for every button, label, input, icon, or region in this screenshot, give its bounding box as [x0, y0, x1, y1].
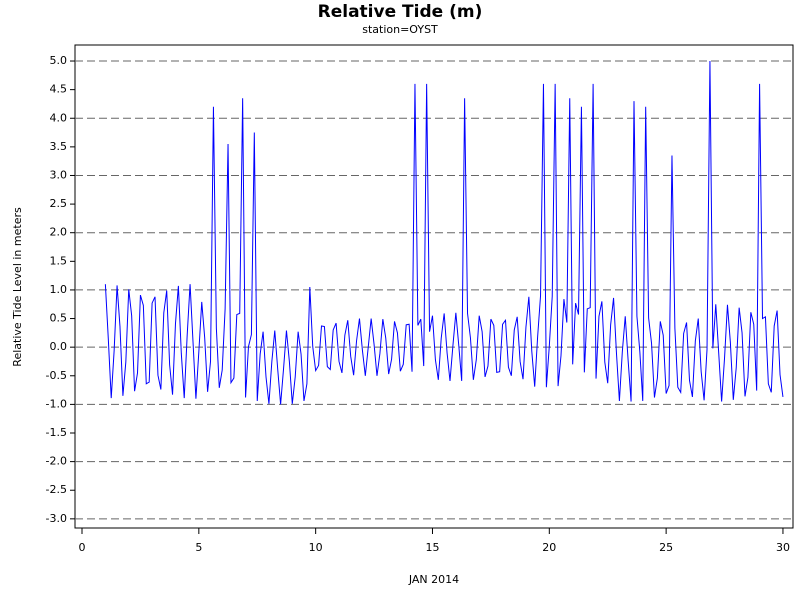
x-axis-label: JAN 2014 [408, 573, 459, 586]
plot-frame [74, 44, 794, 529]
x-tick-label: 20 [542, 541, 556, 554]
chart-subtitle: station=OYST [362, 23, 438, 36]
x-tick-label: 5 [195, 541, 202, 554]
y-tick-label: 3.0 [50, 168, 68, 181]
y-tick-label: -1.0 [46, 397, 67, 410]
y-axis-label: Relative Tide Level in meters [11, 207, 24, 367]
y-tick-label: 4.5 [50, 83, 68, 96]
y-tick-label: -2.5 [46, 483, 67, 496]
x-tick-label: 15 [425, 541, 439, 554]
y-tick-label: 4.0 [50, 111, 68, 124]
x-tick-label: 0 [79, 541, 86, 554]
y-tick-label: -3.0 [46, 512, 67, 525]
y-tick-label: -1.5 [46, 426, 67, 439]
chart-title: Relative Tide (m) [318, 2, 483, 22]
tide-line [104, 61, 784, 405]
x-tick-label: 10 [309, 541, 323, 554]
y-tick-label: 0.0 [50, 340, 68, 353]
y-tick-label: 3.5 [50, 140, 68, 153]
y-tick-label: -2.0 [46, 455, 67, 468]
x-tick-label: 30 [776, 541, 790, 554]
y-tick-label: 2.5 [50, 197, 68, 210]
x-tick-label: 25 [659, 541, 673, 554]
y-tick-label: 1.0 [50, 283, 68, 296]
y-tick-label: 1.5 [50, 254, 68, 267]
y-tick-label: -0.5 [46, 369, 67, 382]
y-tick-label: 2.0 [50, 226, 68, 239]
y-tick-label: 5.0 [50, 54, 68, 67]
y-tick-label: 0.5 [50, 312, 68, 325]
